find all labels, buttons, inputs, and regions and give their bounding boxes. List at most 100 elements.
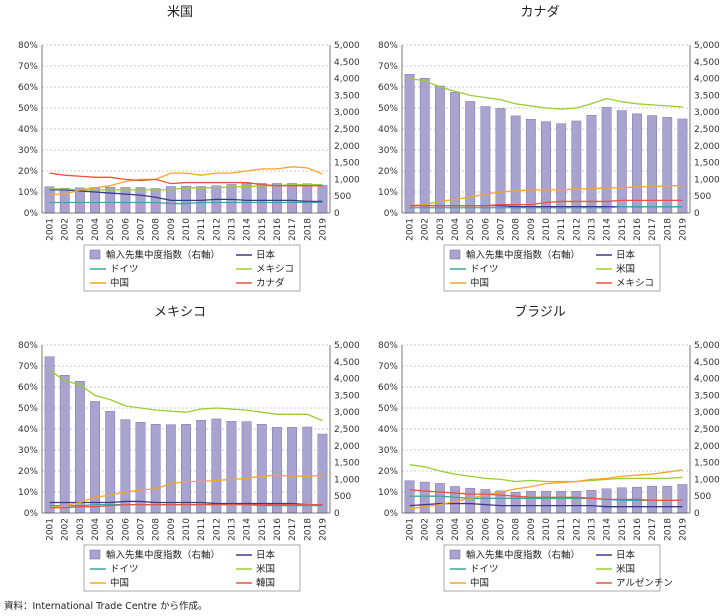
x-tick-label: 2005 xyxy=(106,218,116,241)
bar xyxy=(677,484,688,514)
bar xyxy=(44,186,55,214)
bar xyxy=(556,123,567,214)
bar xyxy=(226,421,237,514)
legend-label: ドイツ xyxy=(110,564,139,575)
y-right-tick-label: 5,000 xyxy=(694,341,720,351)
x-tick-label: 2013 xyxy=(227,218,237,241)
legend-label: 中国 xyxy=(470,277,489,289)
bar xyxy=(74,381,85,514)
y-left-tick-label: 20% xyxy=(18,467,38,477)
bar xyxy=(525,119,536,214)
chart-title: メキシコ xyxy=(154,305,206,320)
legend-label: 輸入先集中度指数（右軸） xyxy=(106,549,220,561)
y-right-tick-label: 1,500 xyxy=(694,459,720,469)
bar xyxy=(556,490,567,514)
y-left-tick-label: 40% xyxy=(378,425,398,435)
y-left-tick-label: 60% xyxy=(378,83,398,93)
bar xyxy=(256,424,267,514)
x-tick-label: 2004 xyxy=(451,518,461,541)
y-right-tick-label: 1,000 xyxy=(334,475,360,485)
chart-title: ブラジル xyxy=(514,304,566,320)
bar xyxy=(181,185,191,214)
y-right-tick-label: 500 xyxy=(334,492,351,502)
x-tick-label: 2006 xyxy=(121,518,131,541)
y-right-tick-label: 4,500 xyxy=(334,58,360,68)
x-tick-label: 2018 xyxy=(663,218,673,241)
y-right-tick-label: 2,500 xyxy=(334,125,360,135)
legend-label: 韓国 xyxy=(256,578,275,589)
bar xyxy=(211,418,222,514)
bar xyxy=(105,410,116,514)
legend-label: 日本 xyxy=(616,549,636,561)
bar xyxy=(465,487,476,514)
bar xyxy=(150,188,161,214)
x-tick-label: 2010 xyxy=(542,518,552,541)
y-right-tick-label: 1,500 xyxy=(334,459,360,469)
y-left-tick-label: 30% xyxy=(378,446,398,456)
x-tick-label: 2019 xyxy=(318,218,328,241)
y-right-tick-label: 3,000 xyxy=(334,408,360,418)
legend-label: 輸入先集中度指数（右軸） xyxy=(466,549,580,561)
legend-swatch xyxy=(449,549,461,560)
y-right-tick-label: 0 xyxy=(334,509,340,519)
x-tick-label: 2003 xyxy=(76,218,86,241)
x-tick-label: 2006 xyxy=(481,218,491,241)
bar xyxy=(135,422,146,514)
legend-label: メキシコ xyxy=(256,264,294,275)
series-line xyxy=(409,469,683,510)
y-right-tick-label: 5,000 xyxy=(694,41,720,51)
x-tick-label: 2002 xyxy=(61,218,71,241)
y-right-tick-label: 0 xyxy=(694,509,700,519)
bar xyxy=(541,490,551,514)
x-tick-label: 2007 xyxy=(497,518,507,541)
bar xyxy=(510,491,521,514)
y-left-tick-label: 70% xyxy=(378,62,398,72)
bar xyxy=(165,424,176,514)
y-right-tick-label: 2,500 xyxy=(694,125,720,135)
x-tick-label: 2015 xyxy=(618,518,628,541)
legend-label: メキシコ xyxy=(616,278,654,289)
bar xyxy=(450,486,460,514)
legend-label: 中国 xyxy=(110,577,129,589)
y-left-tick-label: 10% xyxy=(378,488,398,498)
x-tick-label: 2008 xyxy=(152,518,162,541)
source-note: 資料：International Trade Centre から作成。 xyxy=(4,601,208,612)
y-left-tick-label: 40% xyxy=(18,425,38,435)
x-tick-label: 2015 xyxy=(258,518,268,541)
chart-title: 米国 xyxy=(167,5,193,20)
y-left-tick-label: 60% xyxy=(378,383,398,393)
y-right-tick-label: 3,500 xyxy=(694,91,720,101)
y-right-tick-label: 1,000 xyxy=(694,175,720,185)
x-tick-label: 2015 xyxy=(618,218,628,241)
x-tick-label: 2017 xyxy=(288,218,298,241)
x-tick-label: 2016 xyxy=(633,218,643,241)
bar xyxy=(302,426,313,514)
x-tick-label: 2012 xyxy=(572,518,582,541)
x-tick-label: 2013 xyxy=(587,518,597,541)
legend-box xyxy=(83,244,301,292)
x-tick-label: 2010 xyxy=(182,518,192,541)
x-tick-label: 2012 xyxy=(212,518,222,541)
series-line xyxy=(409,502,683,508)
y-left-tick-label: 80% xyxy=(18,41,38,51)
x-tick-label: 2013 xyxy=(587,218,597,241)
chart-panel-usa: 米国 0% 10% 20% 30% 40% 50% 60% 70% 80% 0 500 1,000 1,5… xyxy=(0,0,360,300)
chart-title: カナダ xyxy=(520,5,559,20)
bar xyxy=(317,433,328,514)
y-right-tick-label: 3,000 xyxy=(694,108,720,118)
x-tick-label: 2003 xyxy=(76,518,86,541)
y-right-tick-label: 3,000 xyxy=(694,408,720,418)
bar xyxy=(525,490,536,514)
y-left-tick-label: 20% xyxy=(378,167,398,177)
y-right-tick-label: 4,000 xyxy=(334,375,360,385)
y-right-tick-label: 4,000 xyxy=(334,75,360,85)
series-line xyxy=(49,503,323,509)
x-tick-label: 2007 xyxy=(137,518,147,541)
x-tick-label: 2004 xyxy=(451,218,461,241)
bar xyxy=(256,183,267,214)
series-line xyxy=(49,172,323,187)
series-line xyxy=(49,166,323,195)
bar xyxy=(241,421,252,514)
x-tick-label: 2008 xyxy=(512,218,522,241)
bar xyxy=(510,115,521,214)
